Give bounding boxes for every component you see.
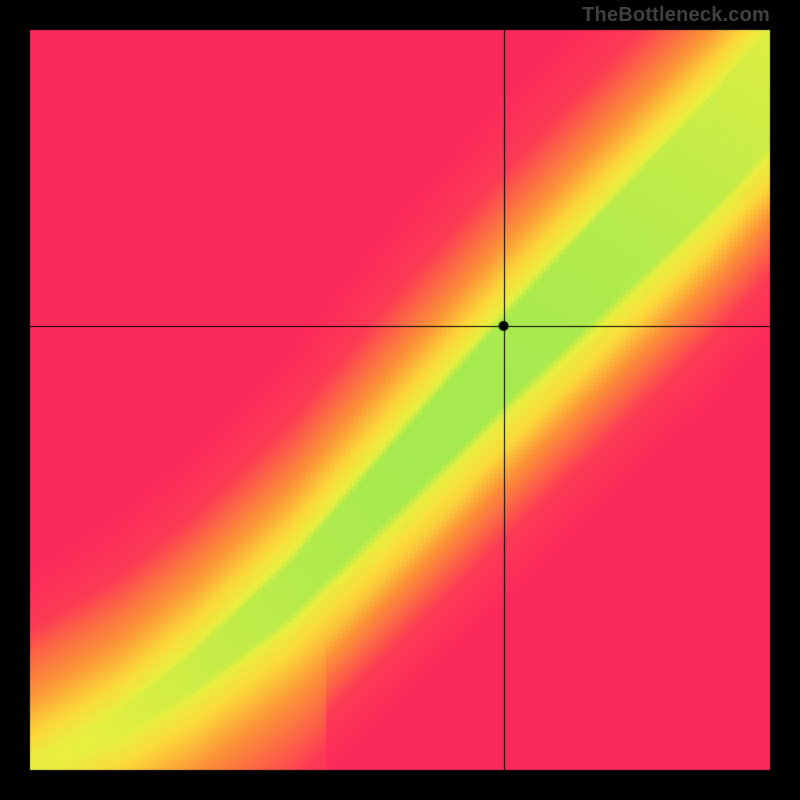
bottleneck-heatmap: [0, 0, 800, 800]
watermark-text: TheBottleneck.com: [582, 4, 770, 27]
chart-container: { "watermark": { "text": "TheBottleneck.…: [0, 0, 800, 800]
